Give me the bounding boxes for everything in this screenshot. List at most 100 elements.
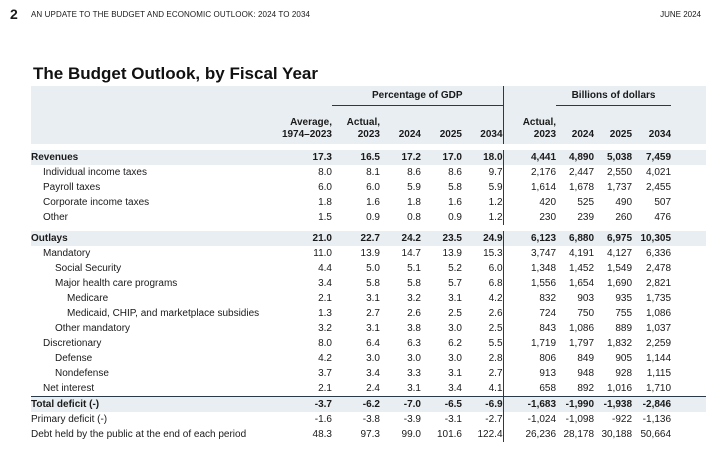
cell-a23: 2.4 [366, 382, 380, 394]
col-2024-dollars: 2024 [571, 129, 595, 140]
row-label: Defense [55, 352, 93, 364]
cell-avg: -3.7 [255, 396, 332, 412]
cell-d34: 2,455 [646, 181, 672, 193]
cell-a23: 5.8 [366, 277, 380, 289]
cell-d25: 1,737 [607, 181, 633, 193]
cell-p24: 17.2 [380, 150, 421, 165]
cell-d23: 420 [502, 195, 557, 210]
cell-d34: 10,305 [632, 231, 672, 246]
cell-p25: 101.6 [436, 428, 462, 440]
cell-p34: 24.9 [462, 231, 504, 246]
cell-a23: 0.9 [366, 211, 380, 223]
cell-a23: -6.2 [332, 396, 380, 412]
cell-a23: 3.1 [366, 322, 380, 334]
table-row: Medicaid, CHIP, and marketplace subsidie… [31, 306, 706, 321]
row-pad [671, 351, 706, 366]
table-row: Discretionary 8.0 6.4 6.3 6.2 5.5 1,719 1,797 1,… [31, 336, 706, 351]
table-row: Other 1.5 0.9 0.8 0.9 1.2 230 239 260 476 [31, 210, 706, 225]
table-row: Major health care programs 3.4 5.8 5.8 5.7 6.… [31, 276, 706, 291]
cell-avg: 4.4 [318, 262, 332, 274]
cell-avg: 2.1 [318, 382, 332, 394]
row-label: Individual income taxes [43, 166, 147, 178]
cell-p34: 1.2 [488, 211, 503, 223]
cell-d23: 913 [502, 366, 557, 381]
cell-d25: 889 [615, 322, 633, 334]
row-pad [671, 231, 707, 246]
report-title: AN UPDATE TO THE BUDGET AND ECONOMIC OUT… [31, 10, 311, 19]
cell-d24: 2,447 [569, 166, 595, 178]
table-row: Nondefense 3.7 3.4 3.3 3.1 2.7 913 948 928 1,115 [31, 366, 706, 381]
cell-a23: 1.6 [366, 196, 380, 208]
cell-p25: 6.2 [448, 337, 462, 349]
cell-a23: 3.1 [366, 292, 380, 304]
cell-d24: 1,654 [569, 277, 595, 289]
row-label: Major health care programs [55, 277, 178, 289]
cell-a23: 8.1 [366, 166, 380, 178]
row-label: Medicare [67, 292, 109, 304]
cell-d24: 4,191 [569, 247, 595, 259]
cell-p24: 3.3 [407, 367, 421, 379]
cell-d24: -1,990 [556, 396, 595, 412]
cell-d23: 1,556 [502, 276, 557, 291]
cell-d25: 905 [615, 352, 633, 364]
row-label: Other mandatory [55, 322, 131, 334]
cell-d23: -1,024 [502, 412, 557, 427]
table-row: Primary deficit (-) -1.6 -3.8 -3.9 -3.1 -2.7-… [31, 412, 706, 427]
row-pad [671, 150, 707, 165]
cell-d24: 849 [577, 352, 595, 364]
table-row: Medicare 2.1 3.1 3.2 3.1 4.2 832 903 935 1,735 [31, 291, 706, 306]
cell-p24: 5.9 [407, 181, 421, 193]
cell-d24: 948 [577, 367, 595, 379]
cell-d34: 1,037 [646, 322, 672, 334]
row-pad [671, 180, 706, 195]
cell-d34: 476 [654, 211, 672, 223]
cell-d25: 755 [615, 307, 633, 319]
row-label: Payroll taxes [43, 181, 101, 193]
cell-d25: 490 [615, 196, 633, 208]
cell-d25: 4,127 [607, 247, 633, 259]
cell-d23: 3,747 [502, 246, 557, 261]
cell-avg: 3.2 [318, 322, 332, 334]
cell-p25: 3.1 [448, 292, 462, 304]
row-label: Revenues [31, 150, 255, 165]
cell-p34: 4.2 [488, 292, 503, 304]
cell-avg: 1.3 [318, 307, 332, 319]
cell-avg: 6.0 [318, 181, 332, 193]
row-label: Mandatory [43, 247, 91, 259]
cell-p25: 3.1 [448, 367, 462, 379]
cell-p34: 5.9 [488, 181, 503, 193]
cell-d34: 507 [654, 196, 672, 208]
cell-p24: 3.0 [407, 352, 421, 364]
cell-avg: 8.0 [318, 337, 332, 349]
cell-d23: 1,614 [502, 180, 557, 195]
cell-d25: 1,690 [607, 277, 633, 289]
table-row: Revenues 17.3 16.5 17.2 17.0 18.0 4,441 4,890 5,… [31, 150, 707, 165]
cell-p25: 0.9 [448, 211, 462, 223]
cell-d24: 892 [577, 382, 595, 394]
col-2024: 2024 [398, 129, 421, 140]
cell-avg: 3.7 [318, 367, 332, 379]
table-row: Individual income taxes 8.0 8.1 8.6 8.6 9.7 2,… [31, 165, 706, 180]
row-label: Discretionary [43, 337, 102, 349]
cell-d25: 935 [615, 292, 633, 304]
cell-a23: 6.0 [366, 181, 380, 193]
cell-p34: -2.7 [485, 413, 503, 425]
row-label: Corporate income taxes [43, 196, 150, 208]
cell-p24: -3.9 [403, 413, 421, 425]
cell-d34: 2,478 [646, 262, 672, 274]
cell-a23: 3.0 [366, 352, 380, 364]
cell-d23: 1,719 [502, 336, 557, 351]
row-pad [671, 165, 706, 180]
cell-d23: 658 [502, 381, 557, 397]
cell-a23: 16.5 [332, 150, 380, 165]
cell-p24: 0.8 [407, 211, 421, 223]
cell-p25: 1.6 [448, 196, 462, 208]
cell-d23: 4,441 [502, 150, 557, 165]
row-pad [671, 427, 706, 442]
cell-p25: 2.5 [448, 307, 462, 319]
cell-avg: 4.2 [318, 352, 332, 364]
report-date: JUNE 2024 [660, 10, 701, 19]
cell-a23: 5.0 [366, 262, 380, 274]
cell-d24: 525 [577, 196, 595, 208]
page-title: The Budget Outlook, by Fiscal Year [33, 64, 318, 83]
